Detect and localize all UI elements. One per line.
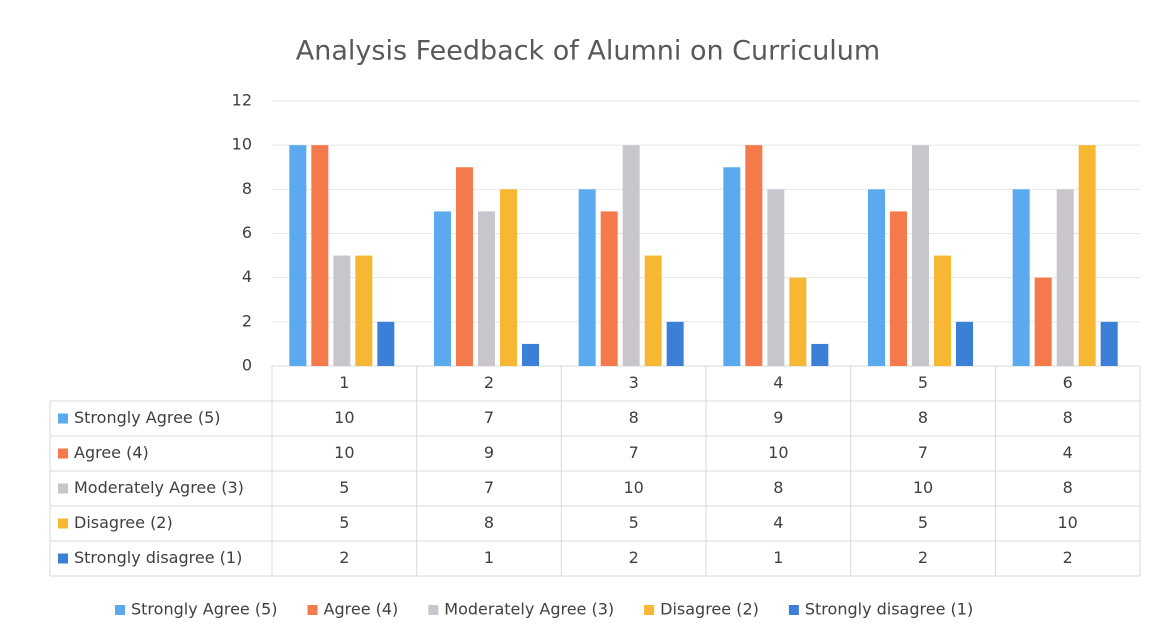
bar [644, 255, 662, 366]
legend-swatch [307, 605, 318, 615]
bar [311, 145, 329, 366]
bar [522, 343, 539, 366]
legend-label: Moderately Agree (3) [444, 600, 614, 619]
table-value: 1 [484, 548, 494, 567]
bar [745, 145, 763, 366]
bar [500, 189, 517, 366]
bar [1056, 189, 1074, 366]
bar [578, 189, 596, 366]
row-label: Agree (4) [74, 443, 149, 462]
table-value: 4 [773, 513, 783, 532]
table-value: 8 [1063, 408, 1073, 427]
bar [666, 321, 684, 366]
row-label: Disagree (2) [74, 513, 173, 532]
table-value: 5 [918, 513, 928, 532]
bar [789, 277, 807, 366]
legend-swatch [58, 483, 68, 494]
table-value: 2 [629, 548, 639, 567]
table-value: 8 [629, 408, 639, 427]
legend-label: Strongly Agree (5) [131, 600, 278, 619]
y-tick-label: 2 [242, 311, 252, 330]
y-tick-label: 10 [232, 135, 252, 154]
bar [723, 167, 741, 366]
row-label: Moderately Agree (3) [74, 478, 244, 497]
bar [767, 189, 785, 366]
row-label: Strongly Agree (5) [74, 408, 221, 427]
table-value: 2 [918, 548, 928, 567]
row-label: Strongly disagree (1) [74, 548, 242, 567]
y-tick-label: 12 [232, 91, 252, 110]
legend-label: Strongly disagree (1) [805, 600, 973, 619]
table-value: 10 [334, 443, 354, 462]
bar [1100, 321, 1118, 366]
table-value: 7 [918, 443, 928, 462]
y-tick-label: 4 [242, 267, 252, 286]
bar [934, 255, 951, 366]
legend-swatch [58, 448, 68, 459]
bar [622, 145, 640, 366]
legend-label: Agree (4) [324, 600, 399, 619]
bar [912, 145, 929, 366]
table-value: 10 [913, 478, 933, 497]
bar [1034, 277, 1052, 366]
x-tick-label: 3 [629, 373, 639, 392]
table-value: 7 [484, 408, 494, 427]
table-value: 9 [773, 408, 783, 427]
table-value: 10 [334, 408, 354, 427]
table-value: 8 [918, 408, 928, 427]
y-tick-label: 6 [242, 223, 252, 242]
bar [890, 211, 907, 366]
bar [355, 255, 373, 366]
table-value: 1 [773, 548, 783, 567]
table-value: 7 [629, 443, 639, 462]
legend-swatch [115, 605, 125, 615]
table-value: 2 [1063, 548, 1073, 567]
x-tick-label: 6 [1063, 373, 1073, 392]
bar [1012, 189, 1030, 366]
bar [956, 321, 973, 366]
bar [456, 167, 473, 366]
bar [868, 189, 885, 366]
legend-swatch [644, 605, 655, 615]
legend-swatch [428, 605, 439, 615]
legend-label: Disagree (2) [660, 600, 759, 619]
x-tick-label: 1 [339, 373, 349, 392]
table-value: 4 [1063, 443, 1073, 462]
table-value: 10 [623, 478, 643, 497]
x-tick-label: 2 [484, 373, 494, 392]
table-value: 8 [773, 478, 783, 497]
x-tick-label: 5 [918, 373, 928, 392]
chart-title: Analysis Feedback of Alumni on Curriculu… [296, 36, 880, 67]
legend-swatch [788, 605, 799, 615]
table-value: 5 [339, 478, 349, 497]
x-tick-label: 4 [773, 373, 783, 392]
y-tick-label: 0 [242, 356, 252, 375]
table-value: 10 [768, 443, 788, 462]
bar [1078, 145, 1096, 366]
bar [478, 211, 495, 366]
bar [600, 211, 618, 366]
bar [377, 321, 395, 366]
table-value: 5 [629, 513, 639, 532]
table-value: 2 [339, 548, 349, 567]
bar [289, 145, 307, 366]
bar [434, 211, 451, 366]
bar [811, 343, 829, 366]
legend-swatch [58, 413, 68, 424]
table-value: 8 [1063, 478, 1073, 497]
table-value: 5 [339, 513, 349, 532]
legend-swatch [58, 518, 68, 529]
table-value: 9 [484, 443, 494, 462]
legend-swatch [58, 553, 68, 564]
table-value: 8 [484, 513, 494, 532]
bar [333, 255, 351, 366]
table-value: 7 [484, 478, 494, 497]
table-value: 10 [1057, 513, 1077, 532]
y-tick-label: 8 [242, 179, 252, 198]
